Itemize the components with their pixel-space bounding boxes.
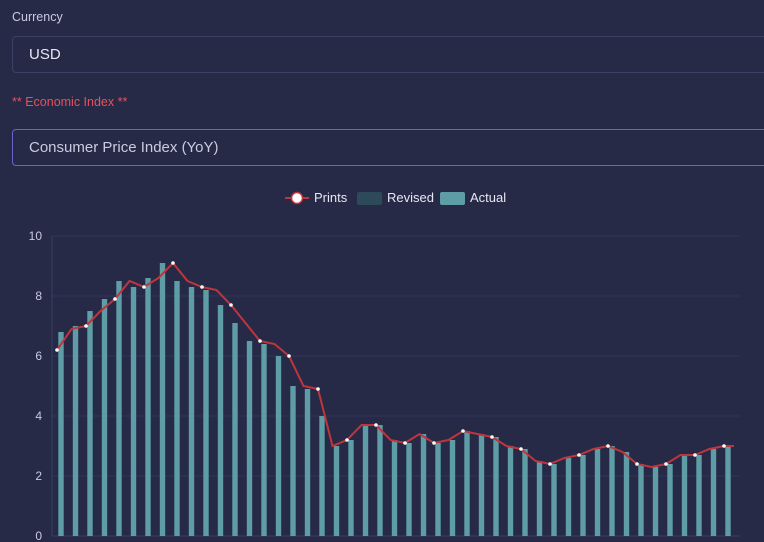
bar-actual[interactable]	[449, 440, 456, 536]
bar-actual[interactable]	[391, 440, 398, 536]
prints-point[interactable]	[316, 387, 320, 391]
bar-actual[interactable]	[551, 464, 557, 536]
bar-actual[interactable]	[58, 332, 64, 536]
bar-actual[interactable]	[275, 356, 282, 536]
prints-point[interactable]	[345, 438, 349, 442]
bar-actual[interactable]	[130, 287, 137, 536]
prints-point[interactable]	[171, 261, 175, 265]
bar-actual[interactable]	[290, 386, 296, 536]
legend-label-revised[interactable]: Revised	[387, 190, 434, 205]
bar-actual[interactable]	[478, 434, 485, 536]
bar-actual[interactable]	[623, 452, 630, 536]
prints-point[interactable]	[461, 429, 465, 433]
legend-prints-marker	[290, 191, 304, 205]
bar-actual[interactable]	[203, 290, 209, 536]
prints-point[interactable]	[229, 303, 233, 307]
economic-index-select[interactable]: Consumer Price Index (YoY)	[12, 129, 764, 166]
currency-label: Currency	[12, 10, 63, 24]
y-tick-label: 4	[35, 409, 42, 423]
bar-actual[interactable]	[420, 434, 427, 536]
bar-actual[interactable]	[145, 278, 151, 536]
bar-actual[interactable]	[304, 389, 311, 536]
prints-point[interactable]	[577, 453, 581, 457]
legend-label-prints[interactable]: Prints	[314, 190, 348, 205]
y-tick-label: 6	[35, 349, 42, 363]
y-tick-label: 2	[35, 469, 42, 483]
prints-point[interactable]	[606, 444, 610, 448]
bar-actual[interactable]	[696, 455, 702, 536]
bar-actual[interactable]	[101, 299, 108, 536]
y-tick-label: 8	[35, 289, 42, 303]
prints-point[interactable]	[200, 285, 204, 289]
bar-actual[interactable]	[536, 461, 543, 536]
bar-actual[interactable]	[435, 443, 441, 536]
bar-actual[interactable]	[333, 446, 340, 536]
bar-actual[interactable]	[217, 305, 224, 536]
bar-actual[interactable]	[464, 431, 470, 536]
prints-point[interactable]	[722, 444, 726, 448]
bar-actual[interactable]	[377, 425, 383, 536]
prints-point[interactable]	[548, 462, 552, 466]
prints-point[interactable]	[403, 441, 407, 445]
currency-select[interactable]: USD	[12, 36, 764, 73]
bar-actual[interactable]	[667, 464, 673, 536]
bar-actual[interactable]	[710, 449, 717, 536]
bar-actual[interactable]	[638, 464, 644, 536]
bar-actual[interactable]	[174, 281, 180, 536]
bar-actual[interactable]	[725, 446, 731, 536]
bar-actual[interactable]	[609, 446, 615, 536]
y-tick-label: 10	[29, 229, 43, 243]
prints-point[interactable]	[84, 324, 88, 328]
bar-actual[interactable]	[87, 311, 93, 536]
bar-actual[interactable]	[362, 425, 369, 536]
bar-actual[interactable]	[159, 263, 166, 536]
legend-revised-swatch	[357, 192, 382, 205]
legend-label-actual[interactable]: Actual	[470, 190, 506, 205]
prints-point[interactable]	[693, 453, 697, 457]
prints-point[interactable]	[287, 354, 291, 358]
prints-line	[56, 261, 734, 469]
prints-point[interactable]	[664, 462, 668, 466]
bar-actual[interactable]	[246, 341, 253, 536]
bar-actual[interactable]	[594, 449, 601, 536]
bar-actual[interactable]	[188, 287, 195, 536]
bar-actual[interactable]	[681, 455, 688, 536]
prints-point[interactable]	[432, 441, 436, 445]
prints-point[interactable]	[258, 339, 262, 343]
bar-actual[interactable]	[406, 443, 412, 536]
prints-point[interactable]	[142, 285, 146, 289]
y-tick-label: 0	[35, 529, 42, 542]
prints-point[interactable]	[519, 447, 523, 451]
cpi-chart: 0 2 4 6 8 10 Prints Revised Actual	[29, 190, 740, 542]
bar-actual[interactable]	[493, 437, 499, 536]
bar-actual[interactable]	[522, 449, 528, 536]
bar-actual[interactable]	[580, 455, 586, 536]
bar-actual[interactable]	[116, 281, 122, 536]
legend-actual-swatch	[440, 192, 465, 205]
prints-point[interactable]	[490, 435, 494, 439]
bar-actual[interactable]	[232, 323, 238, 536]
prints-point[interactable]	[374, 423, 378, 427]
economic-index-label: ** Economic Index **	[12, 95, 128, 109]
bar-actual[interactable]	[652, 467, 659, 536]
prints-point[interactable]	[635, 462, 639, 466]
bar-actual[interactable]	[72, 326, 79, 536]
bar-actual[interactable]	[348, 440, 354, 536]
bar-actual[interactable]	[565, 458, 572, 536]
bar-actual[interactable]	[507, 446, 514, 536]
bar-actual[interactable]	[319, 416, 325, 536]
prints-point[interactable]	[55, 348, 59, 352]
bar-actual[interactable]	[261, 344, 267, 536]
prints-point[interactable]	[113, 297, 117, 301]
